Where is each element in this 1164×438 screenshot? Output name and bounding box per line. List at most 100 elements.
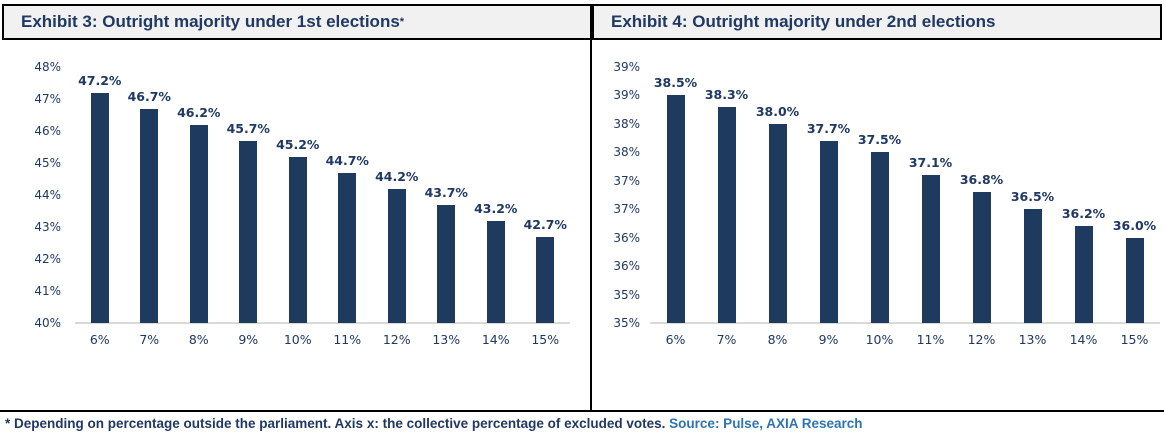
exhibit4-panel: Exhibit 4: Outright majority under 2nd e…	[592, 0, 1164, 410]
bar-column: 44.7% 11%	[323, 67, 373, 347]
x-axis-tick-label: 13%	[432, 332, 461, 347]
bar-value-label: 36.2%	[1061, 206, 1106, 222]
exhibit4-title-box: Exhibit 4: Outright majority under 2nd e…	[592, 4, 1162, 40]
bar-column: 45.2% 10%	[273, 67, 323, 347]
x-axis-tick-label: 15%	[531, 332, 560, 347]
bar	[90, 92, 109, 323]
y-axis-tick-label: 42%	[34, 252, 61, 266]
bar	[870, 152, 889, 323]
bar-value-label: 38.0%	[755, 103, 800, 119]
bar-value-label: 37.1%	[908, 155, 953, 171]
x-axis-tick-label: 6%	[665, 332, 686, 347]
bar-column: 37.5% 10%	[854, 67, 905, 347]
bar-column: 42.7% 15%	[521, 67, 571, 347]
bar-column: 46.7% 7%	[125, 67, 175, 347]
bar	[1074, 226, 1093, 323]
bar	[140, 108, 159, 323]
bar	[819, 140, 838, 323]
bar-column: 36.5% 13%	[1007, 67, 1058, 347]
y-axis-tick-label: 47%	[34, 92, 61, 106]
exhibit3-title: Exhibit 3: Outright majority under 1st e…	[21, 12, 400, 31]
bar-value-label: 44.2%	[375, 168, 419, 184]
bar	[189, 124, 208, 323]
bar-column: 43.7% 13%	[422, 67, 472, 347]
y-axis-tick-label: 38%	[613, 116, 640, 131]
y-axis-tick-label: 45%	[34, 156, 61, 170]
bar-value-label: 38.3%	[704, 86, 749, 102]
bar-value-label: 42.7%	[523, 216, 567, 232]
bar-value-label: 45.2%	[276, 136, 320, 152]
bar	[387, 188, 406, 323]
bar-column: 43.2% 14%	[471, 67, 521, 347]
bar-column: 46.2% 8%	[174, 67, 224, 347]
y-axis-tick-label: 37%	[613, 173, 640, 188]
bar	[486, 220, 505, 323]
source-text: Source: Pulse, AXIA Research	[669, 416, 863, 431]
x-axis-tick-label: 11%	[916, 332, 945, 347]
y-axis-tick-label: 39%	[613, 60, 640, 74]
bar-value-label: 46.7%	[127, 88, 171, 104]
bar	[288, 156, 307, 323]
y-axis-tick-label: 35%	[613, 287, 640, 302]
x-axis-tick-label: 11%	[333, 332, 362, 347]
x-axis-tick-label: 7%	[139, 332, 160, 347]
y-axis-tick-label: 48%	[34, 60, 61, 74]
bar-column: 37.7% 9%	[803, 67, 854, 347]
x-axis-tick-label: 13%	[1018, 332, 1047, 347]
bar	[717, 106, 736, 323]
bar-value-label: 43.7%	[424, 184, 468, 200]
footnote: * Depending on percentage outside the pa…	[5, 416, 863, 431]
panel-divider	[590, 4, 592, 410]
bar-columns: 47.2% 6% 46.7% 7% 46.2% 8% 45.7% 9% 45.2% 10% 44.7…	[75, 67, 571, 347]
bar-value-label: 44.7%	[325, 152, 369, 168]
bar	[666, 95, 685, 323]
bar-value-label: 46.2%	[177, 104, 221, 120]
x-axis-tick-label: 9%	[238, 332, 259, 347]
bar-value-label: 43.2%	[474, 200, 518, 216]
exhibit3-title-box: Exhibit 3: Outright majority under 1st e…	[2, 4, 592, 40]
y-axis-tick-label: 43%	[34, 220, 61, 234]
exhibit4-y-axis: 39% 39% 38% 38% 37% 37% 36% 36% 35% 35%	[592, 60, 640, 330]
bar-column: 38.0% 8%	[752, 67, 803, 347]
bar	[437, 204, 456, 323]
bar-value-label: 36.0%	[1112, 217, 1157, 233]
footnote-text: * Depending on percentage outside the pa…	[5, 416, 670, 431]
exhibit3-plot-area: 47.2% 6% 46.7% 7% 46.2% 8% 45.7% 9% 45.2% 10% 44.7…	[75, 67, 571, 347]
y-axis-tick-label: 46%	[34, 124, 61, 138]
bar-value-label: 37.5%	[857, 132, 902, 148]
bar	[536, 236, 555, 323]
bar	[972, 192, 991, 323]
x-axis-tick-label: 10%	[865, 332, 894, 347]
bar	[1125, 237, 1144, 323]
x-axis-tick-label: 8%	[188, 332, 209, 347]
bar-value-label: 37.7%	[806, 120, 851, 136]
y-axis-tick-label: 39%	[613, 88, 640, 103]
x-axis-tick-label: 12%	[382, 332, 411, 347]
y-axis-tick-label: 36%	[613, 259, 640, 274]
bar-column: 36.2% 14%	[1058, 67, 1109, 347]
bar-column: 47.2% 6%	[75, 67, 125, 347]
x-axis-baseline	[650, 322, 1160, 324]
bar-column: 36.8% 12%	[956, 67, 1007, 347]
y-axis-tick-label: 41%	[34, 284, 61, 298]
x-axis-tick-label: 14%	[1069, 332, 1098, 347]
bar-value-label: 38.5%	[653, 75, 698, 91]
bar-value-label: 36.5%	[1010, 189, 1055, 205]
bar-columns: 38.5% 6% 38.3% 7% 38.0% 8% 37.7% 9% 37.5% 10% 37.1…	[650, 67, 1160, 347]
bar	[338, 172, 357, 323]
y-axis-tick-label: 44%	[34, 188, 61, 202]
bar-column: 38.5% 6%	[650, 67, 701, 347]
x-axis-baseline	[75, 322, 570, 324]
y-axis-tick-label: 36%	[613, 230, 640, 245]
x-axis-tick-label: 7%	[716, 332, 737, 347]
x-axis-tick-label: 10%	[283, 332, 312, 347]
x-axis-tick-label: 9%	[818, 332, 839, 347]
bar	[239, 140, 258, 323]
x-axis-tick-label: 15%	[1120, 332, 1149, 347]
bar	[1023, 209, 1042, 323]
bar-value-label: 45.7%	[226, 120, 270, 136]
x-axis-tick-label: 14%	[481, 332, 510, 347]
x-axis-tick-label: 6%	[89, 332, 110, 347]
exhibit3-y-axis: 48% 47% 46% 45% 44% 43% 42% 41% 40%	[0, 60, 61, 330]
